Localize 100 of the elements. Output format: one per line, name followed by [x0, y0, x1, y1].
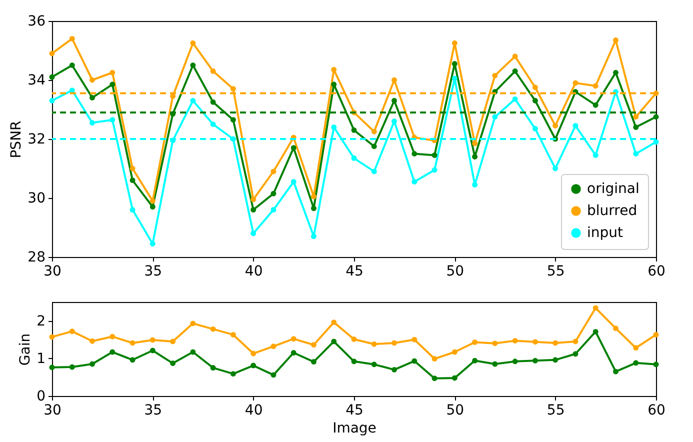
point: [130, 178, 136, 184]
legend-label: original: [587, 181, 640, 197]
point: [150, 198, 156, 204]
point: [572, 122, 578, 128]
point: [472, 182, 478, 188]
point: [532, 84, 538, 90]
point: [592, 305, 598, 311]
point: [331, 124, 337, 130]
point: [512, 96, 518, 102]
point: [170, 338, 176, 344]
point: [90, 361, 96, 367]
point: [210, 326, 216, 332]
y-axis-title: PSNR: [8, 120, 25, 158]
point: [69, 62, 75, 68]
point: [472, 140, 478, 146]
point: [331, 338, 337, 344]
point: [290, 336, 296, 342]
point: [492, 72, 498, 78]
y-tick-label: 34: [28, 72, 46, 88]
y-axis-title: Gain: [18, 333, 34, 366]
point: [110, 349, 116, 355]
point: [351, 127, 357, 133]
point: [633, 124, 639, 130]
point: [532, 339, 538, 345]
point: [150, 337, 156, 343]
point: [310, 194, 316, 200]
point: [552, 122, 558, 128]
point: [290, 179, 296, 185]
point: [290, 350, 296, 356]
point: [130, 166, 136, 172]
point: [270, 344, 276, 350]
point: [492, 361, 498, 367]
point: [69, 36, 75, 42]
point: [653, 332, 659, 338]
point: [69, 328, 75, 334]
point: [190, 40, 196, 46]
point: [452, 349, 458, 355]
point: [633, 360, 639, 366]
point: [130, 340, 136, 346]
point: [392, 340, 398, 346]
point: [170, 360, 176, 366]
y-tick-label: 30: [28, 190, 46, 206]
point: [210, 99, 216, 105]
x-tick-label: 35: [144, 402, 162, 418]
point: [432, 152, 438, 158]
point: [371, 341, 377, 347]
point: [512, 54, 518, 60]
point: [90, 77, 96, 83]
point: [572, 80, 578, 86]
x-tick-label: 60: [648, 402, 666, 418]
x-tick-label: 50: [446, 402, 464, 418]
point: [190, 62, 196, 68]
point: [49, 334, 55, 340]
point: [49, 364, 55, 370]
point: [331, 320, 337, 326]
x-axis-title: Image: [332, 420, 376, 436]
point: [392, 366, 398, 372]
y-tick-label: 0: [36, 388, 46, 404]
point: [270, 168, 276, 174]
point: [351, 358, 357, 364]
point: [210, 68, 216, 74]
point: [371, 168, 377, 174]
y-tick-label: 28: [28, 250, 46, 266]
point: [210, 365, 216, 371]
y-tick-label: 32: [28, 132, 46, 148]
x-tick-label: 55: [546, 402, 565, 418]
point: [270, 372, 276, 378]
x-tick-label: 35: [144, 264, 162, 280]
point: [150, 348, 156, 354]
legend-label: input: [587, 225, 624, 241]
x-tick-label: 45: [346, 264, 364, 280]
point: [49, 98, 55, 104]
point: [412, 151, 418, 156]
y-tick-label: 2: [36, 313, 46, 330]
x-tick-label: 50: [446, 264, 464, 280]
point: [452, 61, 458, 67]
point: [270, 207, 276, 213]
point: [371, 144, 377, 150]
point: [532, 126, 538, 132]
point: [512, 358, 518, 364]
point: [371, 128, 377, 134]
x-tick-label: 40: [244, 264, 263, 280]
point: [452, 76, 458, 82]
point: [190, 349, 196, 355]
point: [653, 362, 659, 368]
point: [452, 375, 458, 381]
point: [49, 74, 55, 80]
point: [310, 342, 316, 348]
point: [130, 207, 136, 213]
point: [532, 98, 538, 104]
point: [412, 336, 418, 342]
point: [371, 362, 377, 368]
point: [250, 230, 256, 236]
x-tick-label: 60: [648, 264, 666, 280]
point: [432, 376, 438, 382]
point: [190, 98, 196, 104]
legend-label: blurred: [587, 203, 638, 219]
point: [633, 114, 639, 120]
point: [110, 82, 116, 88]
point: [552, 357, 558, 363]
